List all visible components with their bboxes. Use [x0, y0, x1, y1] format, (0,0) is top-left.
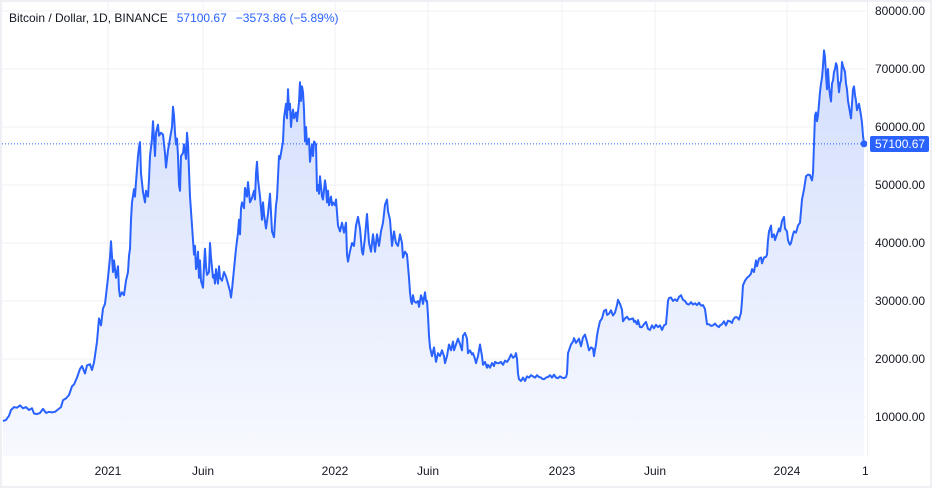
time-axis-label: Juin	[191, 464, 215, 478]
price-line	[2, 49, 865, 423]
time-axis-label: 2021	[94, 464, 122, 478]
last-price-dot	[860, 140, 868, 148]
price-axis-label: 20000.00	[875, 352, 926, 366]
price-axis-divider	[867, 2, 868, 457]
time-axis-label: 2022	[321, 464, 349, 478]
time-axis-label: Juin	[416, 464, 440, 478]
legend-change: −3573.86 (−5.89%)	[235, 11, 339, 25]
time-axis-label: Juin	[643, 464, 667, 478]
time-axis-label: 2023	[548, 464, 576, 478]
time-axis-label: 2024	[773, 464, 801, 478]
price-axis-label: 70000.00	[875, 62, 926, 76]
price-axis-label: 50000.00	[875, 178, 926, 192]
symbol-title[interactable]: Bitcoin / Dollar, 1D, BINANCE	[9, 11, 168, 25]
price-axis-label: 30000.00	[875, 294, 926, 308]
chart-legend: Bitcoin / Dollar, 1D, BINANCE 57100.67 −…	[9, 11, 339, 25]
price-axis-label: 60000.00	[875, 120, 926, 134]
time-axis-clipped-label: 1	[862, 464, 868, 478]
price-axis-label: 10000.00	[875, 410, 926, 424]
last-price-tag: 57100.67	[870, 135, 930, 152]
price-axis-label: 80000.00	[875, 4, 926, 18]
price-area-fill	[3, 50, 864, 457]
legend-last-price: 57100.67	[176, 11, 227, 25]
price-axis-label: 40000.00	[875, 236, 926, 250]
